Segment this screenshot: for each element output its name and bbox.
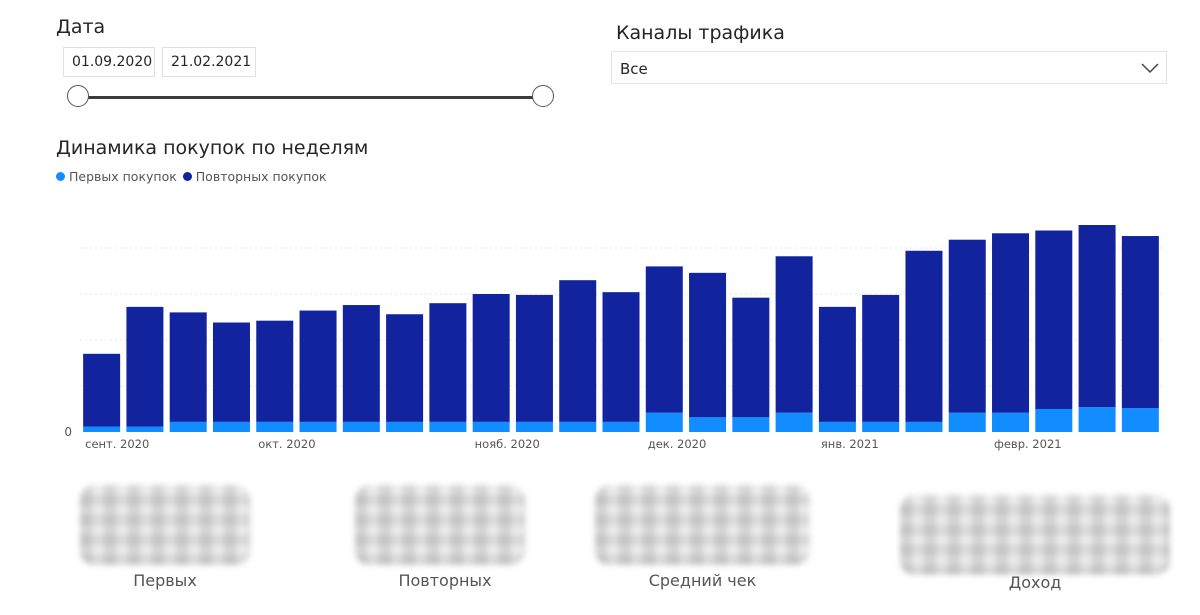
kpi-card-repeat: Повторных xyxy=(335,475,595,610)
bar-repeat-15 xyxy=(732,297,770,418)
bar-first-24 xyxy=(1121,408,1159,432)
bar-repeat-12 xyxy=(602,292,640,422)
legend-label-repeat: Повторных покупок xyxy=(195,169,327,184)
kpi-value-avg-check-blurred xyxy=(595,485,810,565)
date-range-end-handle[interactable] xyxy=(532,85,554,107)
bar-repeat-17 xyxy=(818,306,856,422)
legend-item-repeat[interactable]: Повторных покупок xyxy=(182,169,327,184)
kpi-card-first: Первых xyxy=(60,475,320,610)
bar-repeat-23 xyxy=(1078,225,1116,408)
traffic-channels-label: Каналы трафика xyxy=(616,22,785,44)
bar-repeat-8 xyxy=(429,303,467,422)
bar-repeat-7 xyxy=(386,314,424,422)
bar-first-20 xyxy=(948,412,986,432)
bar-first-21 xyxy=(992,412,1030,432)
bar-first-23 xyxy=(1078,407,1116,432)
x-tick-label-1: окт. 2020 xyxy=(258,437,315,451)
bar-first-0 xyxy=(83,426,121,432)
bar-first-22 xyxy=(1035,409,1073,432)
kpi-value-repeat-blurred xyxy=(355,485,525,565)
bar-repeat-6 xyxy=(342,305,380,422)
bar-repeat-20 xyxy=(948,239,986,413)
kpi-value-revenue-blurred xyxy=(900,495,1170,575)
bar-first-13 xyxy=(645,412,683,432)
bar-repeat-10 xyxy=(515,294,553,422)
bar-repeat-5 xyxy=(299,310,337,422)
bar-first-9 xyxy=(472,421,510,432)
x-tick-label-5: февр. 2021 xyxy=(994,437,1062,451)
bar-repeat-24 xyxy=(1121,236,1159,409)
bar-repeat-14 xyxy=(689,272,727,418)
legend-dot-repeat xyxy=(182,172,192,181)
bar-first-19 xyxy=(905,421,943,432)
bar-repeat-21 xyxy=(992,233,1030,413)
bar-first-16 xyxy=(775,412,813,432)
bar-first-11 xyxy=(559,421,597,432)
bar-first-6 xyxy=(342,421,380,432)
bar-first-5 xyxy=(299,421,337,432)
legend-item-first[interactable]: Первых покупок xyxy=(56,169,177,184)
bar-first-17 xyxy=(818,421,856,432)
bar-repeat-0 xyxy=(83,353,121,427)
y-tick-label-0: 0 xyxy=(64,425,72,439)
bar-first-10 xyxy=(515,421,553,432)
x-tick-label-0: сент. 2020 xyxy=(85,437,149,451)
bar-repeat-22 xyxy=(1035,230,1073,409)
bar-first-18 xyxy=(862,421,900,432)
date-from-input[interactable]: 01.09.2020 xyxy=(63,47,155,77)
bar-first-2 xyxy=(169,421,207,432)
weekly-purchases-chart: 0 сент. 2020 окт. 2020 нояб. 2020 дек. 2020 я… xyxy=(64,225,1162,451)
kpi-card-avg-check: Средний чек xyxy=(580,475,840,610)
bar-repeat-16 xyxy=(775,256,813,413)
bar-first-15 xyxy=(732,417,770,432)
bar-first-14 xyxy=(689,417,727,432)
kpi-label-first: Первых xyxy=(133,571,197,590)
legend-label-first: Первых покупок xyxy=(69,169,177,184)
bar-repeat-18 xyxy=(862,294,900,422)
bar-first-12 xyxy=(602,421,640,432)
bar-first-3 xyxy=(212,421,250,432)
bar-repeat-9 xyxy=(472,294,510,422)
traffic-channels-dropdown[interactable]: Все xyxy=(611,51,1167,84)
bar-repeat-11 xyxy=(559,280,597,422)
kpi-card-revenue: Доход xyxy=(880,475,1180,610)
traffic-channels-selected-value: Все xyxy=(620,60,648,78)
bar-first-7 xyxy=(386,421,424,432)
legend-dot-first xyxy=(56,172,65,181)
x-tick-label-2: нояб. 2020 xyxy=(475,437,540,451)
bar-repeat-2 xyxy=(169,312,207,422)
chevron-down-icon[interactable] xyxy=(1140,58,1160,82)
date-filter-label: Дата xyxy=(56,16,106,38)
bar-repeat-3 xyxy=(212,322,250,422)
bar-repeat-1 xyxy=(126,306,164,427)
bar-repeat-19 xyxy=(905,250,943,422)
kpi-label-repeat: Повторных xyxy=(398,571,492,590)
date-range-slider-track[interactable] xyxy=(78,96,543,99)
chart-legend: Первых покупок Повторных покупок xyxy=(56,169,333,184)
bar-repeat-4 xyxy=(256,320,294,422)
x-tick-label-3: дек. 2020 xyxy=(648,437,707,451)
bar-repeat-13 xyxy=(645,266,683,413)
kpi-label-avg-check: Средний чек xyxy=(648,571,757,590)
chart-title: Динамика покупок по неделям xyxy=(56,137,369,159)
bar-first-8 xyxy=(429,421,467,432)
kpi-value-first-blurred xyxy=(80,485,250,565)
x-tick-label-4: янв. 2021 xyxy=(821,437,879,451)
kpi-label-revenue: Доход xyxy=(1008,573,1062,592)
date-range-start-handle[interactable] xyxy=(67,85,89,107)
bar-first-4 xyxy=(256,421,294,432)
date-to-input[interactable]: 21.02.2021 xyxy=(162,47,256,77)
bar-first-1 xyxy=(126,426,164,432)
